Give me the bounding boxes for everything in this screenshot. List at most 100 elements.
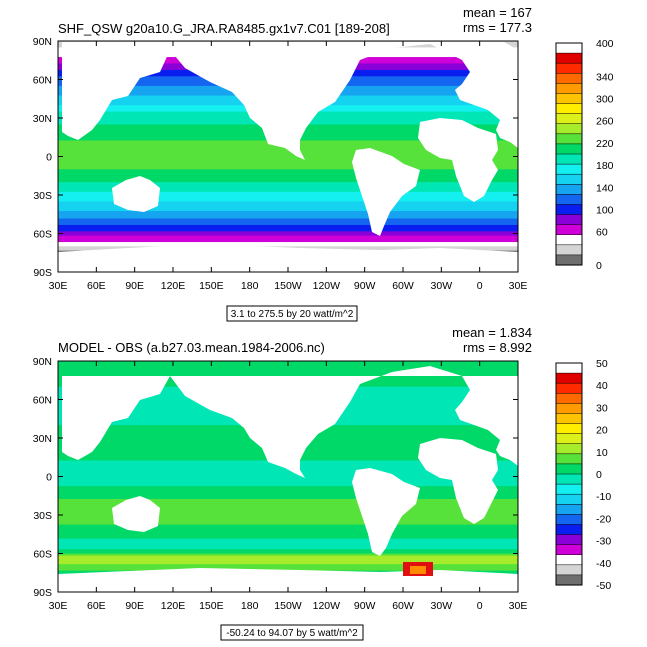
colorbar-cell [555, 413, 583, 425]
panel-2-mean: mean = 1.834 [452, 325, 532, 340]
colorbar-label: 140 [596, 182, 614, 194]
y-tick-label: 30N [33, 113, 52, 125]
colorbar-cell [555, 574, 583, 586]
x-tick-label: 30W [431, 600, 453, 612]
field-band [58, 486, 518, 490]
colorbar-cell [555, 382, 583, 394]
field-band [58, 185, 518, 190]
field-band [58, 538, 518, 542]
x-tick-label: 30E [509, 600, 528, 612]
field-band [58, 188, 518, 193]
colorbar-frame [555, 42, 583, 266]
y-tick-label: 90S [33, 587, 52, 599]
field-band [58, 220, 518, 224]
colorbar-label: 180 [596, 160, 614, 172]
field-band [58, 191, 518, 196]
x-tick-label: 150W [274, 600, 302, 612]
colorbar-cell [555, 184, 583, 195]
x-tick-label: 120W [313, 600, 341, 612]
field-band [58, 204, 518, 209]
field-band [58, 162, 518, 167]
weddell-anomaly-core [410, 566, 426, 574]
colorbar-cell [555, 393, 583, 404]
colorbar-cell [555, 423, 583, 435]
field-band [58, 229, 518, 232]
field-band [58, 222, 518, 226]
colorbar-cell [555, 362, 583, 374]
field-band [58, 544, 518, 548]
colorbar-cell [555, 133, 583, 145]
y-tick-label: 30S [33, 190, 52, 202]
field-band [58, 564, 518, 567]
field-band [58, 364, 518, 369]
colorbar-cell [555, 113, 583, 125]
field-band [58, 498, 518, 503]
colorbar-cell [555, 504, 583, 515]
south-america [352, 148, 420, 236]
x-tick-label: 60E [87, 280, 106, 292]
panel-2-title: MODEL - OBS (a.b27.03.mean.1984-2006.nc) [58, 340, 325, 355]
field-band [58, 542, 518, 546]
colorbar-label: -50 [596, 580, 611, 592]
colorbar-cell [555, 52, 583, 64]
field-band [58, 515, 518, 519]
field-band [58, 233, 518, 237]
field-band [58, 534, 518, 537]
field-band [58, 218, 518, 222]
field-band [58, 231, 518, 235]
colorbar-label: 220 [596, 138, 614, 150]
field-band [58, 214, 518, 217]
x-tick-label: 60W [392, 600, 414, 612]
colorbar-cell [555, 372, 583, 384]
colorbar-cell [555, 224, 583, 236]
panel-1-rms: rms = 177.3 [463, 20, 532, 35]
field-band [58, 473, 518, 478]
field-band [58, 521, 518, 526]
panel-2-rms: rms = 8.992 [463, 340, 532, 355]
y-tick-label: 90S [33, 267, 52, 279]
y-tick-label: 60S [33, 229, 52, 241]
colorbar-cell [555, 163, 583, 175]
field-band [58, 166, 518, 170]
north-america [62, 366, 518, 478]
field-band [58, 235, 518, 239]
x-tick-label: 30W [431, 280, 453, 292]
x-tick-label: 150E [199, 280, 224, 292]
y-tick-label: 60N [33, 395, 52, 407]
colorbar-label: 30 [596, 402, 608, 414]
field-band [58, 540, 518, 544]
colorbar-cell [555, 534, 583, 546]
field-band [58, 476, 518, 481]
x-tick-label: 90E [125, 600, 144, 612]
africa [418, 438, 498, 524]
panel-1-continents [58, 42, 518, 272]
eurasia [62, 376, 170, 460]
x-tick-label: 180 [241, 600, 259, 612]
y-tick-label: 90N [33, 36, 52, 48]
colorbar-cell [555, 514, 583, 526]
colorbar-cell [555, 524, 583, 536]
y-tick-label: 90N [33, 356, 52, 368]
colorbar-label: 40 [596, 380, 608, 392]
field-band [58, 566, 518, 570]
panel-1-mean: mean = 167 [463, 5, 532, 20]
colorbar-cell [555, 173, 583, 185]
colorbar-label: 60 [596, 227, 608, 239]
colorbar-label: 400 [596, 38, 614, 50]
field-band [58, 178, 518, 183]
x-tick-label: 0 [477, 280, 483, 292]
colorbar-label: -30 [596, 536, 611, 548]
field-band [58, 547, 518, 550]
field-band [58, 557, 518, 561]
field-band [58, 489, 518, 494]
colorbar-label: 100 [596, 205, 614, 217]
field-band [58, 531, 518, 535]
field-band [58, 201, 518, 206]
field-band [58, 169, 518, 174]
field-band [58, 527, 518, 532]
y-tick-label: 30N [33, 433, 52, 445]
colorbar-cell [555, 403, 583, 415]
y-tick-label: 30S [33, 510, 52, 522]
x-tick-label: 30E [509, 280, 528, 292]
